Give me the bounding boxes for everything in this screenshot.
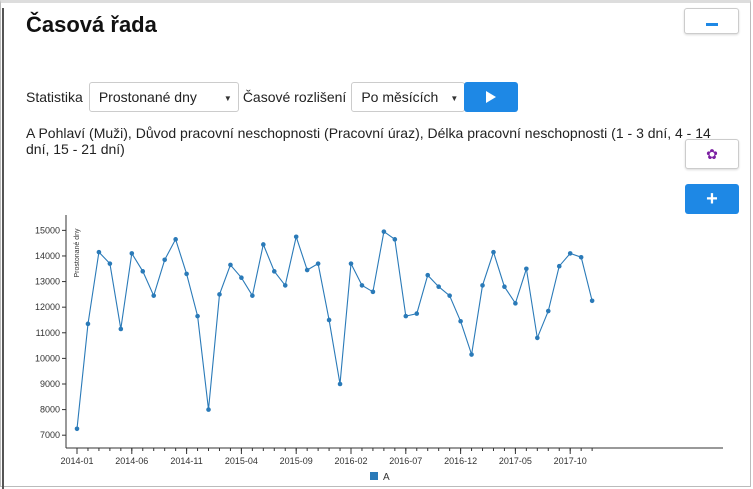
x-tick-label: 2016-07 [389,456,422,466]
resolution-select-value: Po měsících [361,89,439,105]
y-tick-label: 9000 [40,379,60,389]
minus-icon [706,23,718,26]
y-tick-label: 14000 [35,251,60,261]
add-button[interactable]: + [685,184,739,214]
y-tick-label: 12000 [35,302,60,312]
data-point [74,426,80,432]
data-point [545,308,551,314]
statistic-select-value: Prostonané dny [98,89,197,105]
data-point [261,242,266,247]
data-point [195,313,200,319]
x-tick-label: 2016-02 [334,456,367,466]
chevron-down-icon: ▼ [450,94,459,103]
legend-swatch [370,472,378,480]
y-tick-label: 13000 [35,277,60,287]
data-point [392,237,398,242]
data-point [403,313,409,319]
chevron-down-icon: ▼ [223,94,232,103]
controls-row: Statistika Prostonané dny ▼ Časové rozli… [26,82,466,112]
x-tick-label: 2015-04 [225,456,258,466]
y-tick-label: 11000 [36,328,60,338]
data-point [206,407,211,412]
data-point [589,298,595,304]
gear-icon: ✿ [706,146,718,162]
y-tick-label: 15000 [35,225,60,235]
legend-label: A [383,472,390,483]
data-point [151,293,157,298]
data-point [107,261,113,266]
x-tick-label: 2014-11 [170,456,202,466]
data-point [282,283,288,288]
panel-left-border [2,8,4,489]
plus-icon: + [706,188,718,210]
data-point [447,293,452,298]
data-point [556,263,562,269]
data-point [578,254,584,260]
data-point [381,229,387,234]
statistic-label: Statistika [26,89,83,105]
data-point [162,257,167,263]
data-point [304,267,310,273]
data-point [173,237,178,242]
x-tick-label: 2016-12 [444,456,477,466]
y-axis-label: Prostonané dny [74,228,81,278]
resolution-select[interactable]: Po měsících ▼ [351,82,466,112]
data-point [315,261,321,266]
data-point [480,283,485,288]
data-point [140,269,146,274]
time-series-chart: 7000 8000 9000 10000 11000 12000 13000 14000 150… [35,215,723,483]
data-point [326,317,332,323]
x-tick-label: 2017-10 [554,456,587,466]
data-point [184,271,189,277]
x-tick-label: 2014-01 [60,456,93,466]
data-point [535,335,540,341]
data-point [414,311,420,316]
data-point [239,275,244,281]
run-button[interactable] [464,82,518,112]
statistic-select[interactable]: Prostonané dny ▼ [88,82,239,112]
page-title: Časová řada [26,12,157,37]
data-point [118,326,124,332]
data-point [129,251,135,256]
settings-button[interactable]: ✿ [685,139,739,169]
data-point [337,381,343,387]
data-point [502,284,507,289]
data-point [271,269,277,274]
data-point [436,284,441,289]
series-line-A [76,230,593,429]
x-tick-label: 2015-09 [280,456,313,466]
data-point [359,283,365,288]
y-tick-label: 7000 [40,430,60,440]
y-tick-label: 8000 [40,405,60,415]
x-tick-label: 2017-05 [499,456,532,466]
data-point [458,318,463,324]
data-point [513,301,518,306]
data-point [250,293,255,298]
data-point [85,321,91,327]
filter-description: A Pohlaví (Muži), Důvod pracovní neschop… [26,125,711,157]
data-point [217,292,222,297]
resolution-label: Časové rozlišení [242,89,347,105]
data-point [567,251,573,256]
data-point [228,262,233,268]
data-point [370,289,376,295]
x-tick-label: 2014-06 [115,456,148,466]
data-point [348,261,354,266]
data-point [524,266,529,272]
play-icon [486,91,496,103]
collapse-button[interactable] [684,8,739,34]
data-point [425,272,431,278]
data-point [491,249,496,255]
data-point [293,234,299,240]
data-point [96,249,102,255]
data-point [469,352,474,357]
y-tick-label: 10000 [35,353,60,363]
